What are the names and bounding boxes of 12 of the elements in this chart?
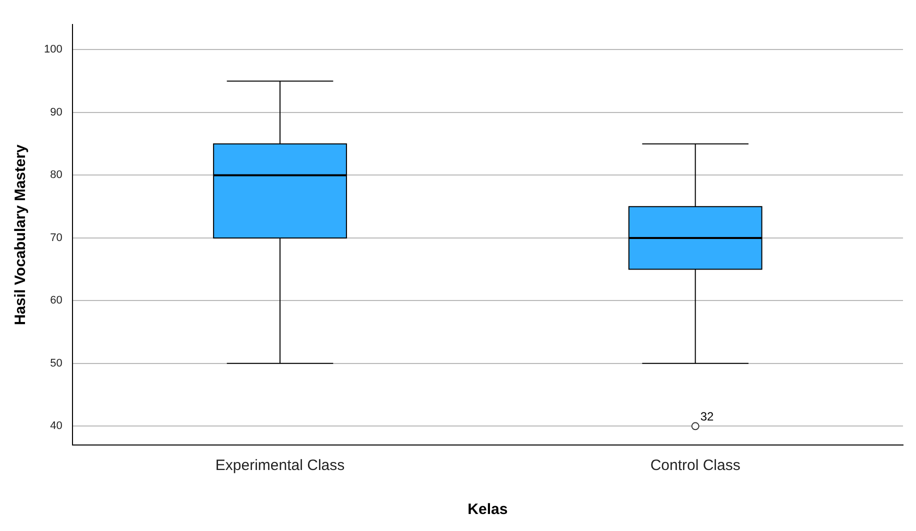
y-tick-label: 70	[50, 232, 62, 244]
y-tick-label: 60	[50, 294, 62, 307]
x-tick-label: Control Class	[650, 457, 740, 474]
y-tick-label: 80	[50, 169, 62, 182]
y-tick-label: 50	[50, 357, 62, 370]
x-axis-title: Kelas	[468, 501, 508, 518]
y-tick-label: 40	[50, 420, 62, 432]
y-tick-label: 90	[50, 106, 62, 118]
y-axis-title: Hasil Vocabulary Mastery	[12, 144, 30, 326]
y-tick-label: 100	[44, 44, 62, 56]
x-tick-label: Experimental Class	[215, 457, 345, 474]
annotation: 32	[700, 409, 714, 424]
